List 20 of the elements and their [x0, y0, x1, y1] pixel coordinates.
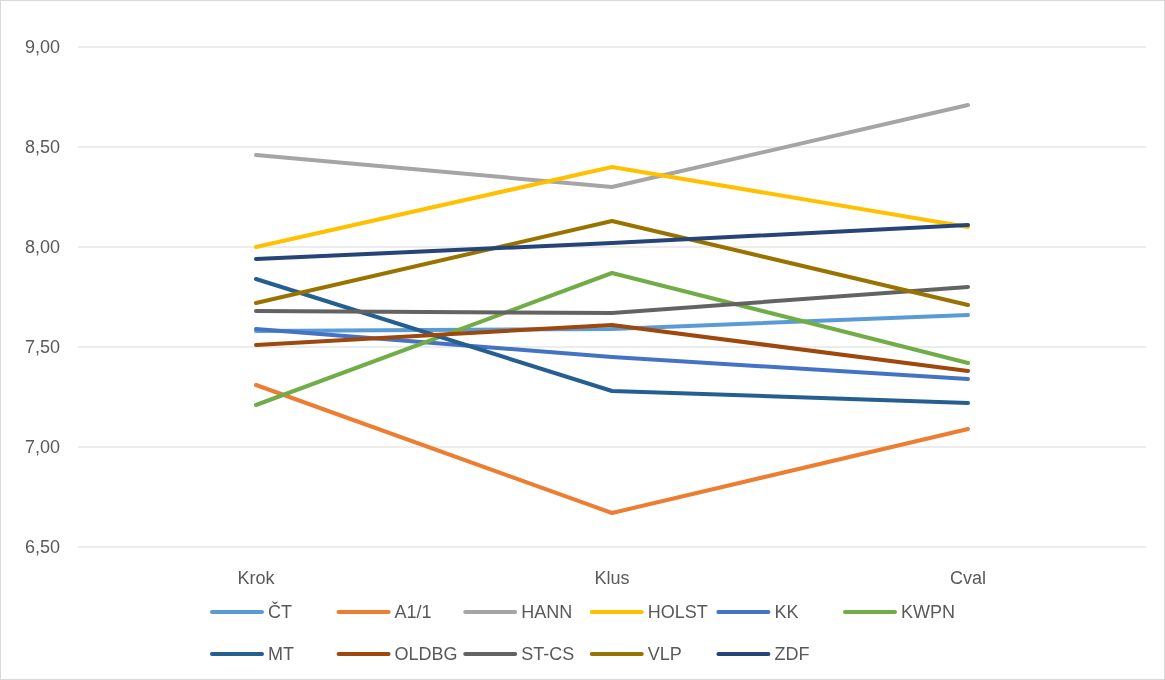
y-tick-label: 8,00	[24, 237, 60, 258]
legend-label: ZDF	[774, 644, 810, 665]
legend-label: MT	[268, 644, 294, 665]
legend-label: KWPN	[901, 602, 955, 623]
legend-label: HANN	[521, 602, 573, 623]
legend-label: ČT	[268, 601, 292, 623]
legend-label: A1/1	[394, 602, 432, 623]
y-tick-label: 7,00	[24, 437, 60, 458]
legend-label: KK	[774, 602, 799, 623]
legend-label: HOLST	[647, 602, 708, 623]
x-tick-label: Cval	[949, 568, 987, 588]
legend-label: OLDBG	[394, 644, 458, 665]
y-tick-label: 9,00	[24, 37, 60, 58]
y-tick-label: 8,50	[24, 137, 60, 158]
legend-label: VLP	[647, 644, 682, 665]
legend-label: ST-CS	[521, 644, 575, 665]
x-tick-label: Krok	[237, 568, 276, 588]
y-tick-label: 7,50	[24, 337, 60, 358]
x-tick-label: Klus	[594, 568, 630, 588]
y-tick-label: 6,50	[24, 537, 60, 558]
